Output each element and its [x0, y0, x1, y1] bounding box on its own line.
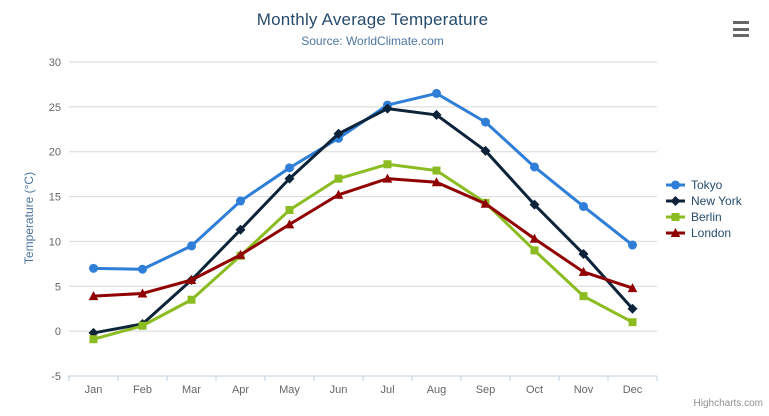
data-point-berlin[interactable]	[138, 321, 147, 330]
legend: Tokyo New York Berlin London	[666, 177, 742, 241]
x-axis-label: Aug	[427, 384, 447, 396]
data-point-london[interactable]	[382, 173, 393, 183]
data-point-london[interactable]	[88, 291, 99, 301]
y-axis-label: 20	[49, 147, 61, 159]
legend-item-label: Tokyo	[691, 178, 723, 192]
y-axis-label: 30	[49, 57, 61, 69]
data-point-berlin[interactable]	[579, 292, 588, 301]
x-axis-label: Feb	[133, 384, 152, 396]
triangle-marker-icon	[666, 228, 685, 237]
legend-item-label: Berlin	[691, 210, 722, 224]
legend-item-label: London	[691, 226, 732, 240]
data-point-london[interactable]	[627, 283, 638, 293]
x-axis-label: Oct	[526, 384, 543, 396]
data-point-new-york[interactable]	[382, 103, 393, 114]
data-point-london[interactable]	[186, 275, 197, 285]
legend-item-label: New York	[691, 194, 742, 208]
credits-link[interactable]: Highcharts.com	[693, 398, 763, 409]
data-point-berlin[interactable]	[530, 246, 539, 255]
series-london	[88, 173, 638, 301]
context-menu-button[interactable]	[729, 19, 753, 39]
data-point-tokyo[interactable]	[481, 117, 490, 127]
y-axis-label: 15	[49, 192, 61, 204]
data-point-tokyo[interactable]	[236, 196, 245, 206]
y-axis-label: 25	[49, 102, 61, 114]
data-point-london[interactable]	[529, 233, 540, 243]
legend-marker	[671, 213, 680, 221]
data-point-tokyo[interactable]	[285, 163, 294, 173]
series-line-berlin	[92, 162, 634, 341]
data-point-london[interactable]	[235, 249, 246, 259]
hamburger-icon	[733, 27, 749, 31]
x-axis-label: Sep	[476, 384, 496, 396]
series-line-new-york	[92, 107, 634, 335]
data-point-london[interactable]	[137, 288, 148, 298]
data-point-new-york[interactable]	[235, 224, 246, 235]
data-point-berlin[interactable]	[432, 166, 441, 175]
x-axis-label: Nov	[574, 384, 594, 396]
chart-title: Monthly Average Temperature	[256, 10, 489, 29]
legend-marker	[670, 228, 681, 237]
x-axis-label: Jul	[380, 384, 394, 396]
data-point-tokyo[interactable]	[530, 162, 539, 172]
x-axis-label: May	[279, 384, 300, 396]
hamburger-icon	[733, 34, 749, 37]
data-point-london[interactable]	[284, 219, 295, 229]
y-axis-label: 5	[55, 281, 61, 293]
circle-marker-icon	[666, 180, 685, 190]
data-point-tokyo[interactable]	[89, 263, 98, 273]
data-point-london[interactable]	[333, 189, 344, 199]
data-point-berlin[interactable]	[383, 160, 392, 169]
data-point-london[interactable]	[578, 266, 589, 276]
legend-marker	[671, 180, 680, 190]
chart-subtitle: Source: WorldClimate.com	[301, 34, 444, 48]
x-axis-label: Mar	[182, 384, 201, 396]
x-axis-label: Dec	[623, 384, 643, 396]
legend-item-new-york[interactable]: New York	[666, 193, 742, 209]
square-marker-icon	[666, 213, 685, 221]
legend-item-tokyo[interactable]: Tokyo	[666, 177, 742, 193]
data-point-tokyo[interactable]	[138, 264, 147, 274]
data-point-berlin[interactable]	[628, 318, 637, 327]
data-point-new-york[interactable]	[431, 109, 442, 120]
data-point-new-york[interactable]	[578, 248, 589, 259]
y-axis-label: -5	[51, 371, 61, 383]
y-axis-label: 0	[55, 326, 61, 338]
data-point-new-york[interactable]	[333, 128, 344, 139]
legend-item-london[interactable]: London	[666, 225, 742, 241]
y-axis-label: 10	[49, 236, 61, 248]
legend-marker	[670, 196, 681, 206]
data-point-london[interactable]	[431, 177, 442, 187]
data-point-new-york[interactable]	[284, 173, 295, 184]
x-axis-label: Jan	[85, 384, 103, 396]
diamond-marker-icon	[666, 196, 685, 206]
hamburger-icon	[733, 21, 749, 24]
series-tokyo	[89, 88, 637, 274]
data-point-london[interactable]	[480, 198, 491, 208]
x-axis-label: Jun	[330, 384, 348, 396]
data-point-berlin[interactable]	[187, 295, 196, 304]
legend-item-berlin[interactable]: Berlin	[666, 209, 742, 225]
y-axis-title: Temperature (°C)	[22, 171, 36, 265]
data-point-new-york[interactable]	[627, 303, 638, 314]
data-point-tokyo[interactable]	[187, 241, 196, 251]
data-point-new-york[interactable]	[480, 145, 491, 156]
data-point-tokyo[interactable]	[628, 240, 637, 250]
data-point-tokyo[interactable]	[579, 201, 588, 211]
data-point-berlin[interactable]	[285, 206, 294, 215]
series-new-york	[88, 103, 638, 338]
data-point-tokyo[interactable]	[432, 88, 441, 98]
data-point-new-york[interactable]	[529, 199, 540, 210]
data-point-berlin[interactable]	[89, 335, 98, 344]
series-line-london	[92, 177, 634, 298]
data-point-berlin[interactable]	[334, 174, 343, 183]
x-axis-label: Apr	[232, 384, 249, 396]
